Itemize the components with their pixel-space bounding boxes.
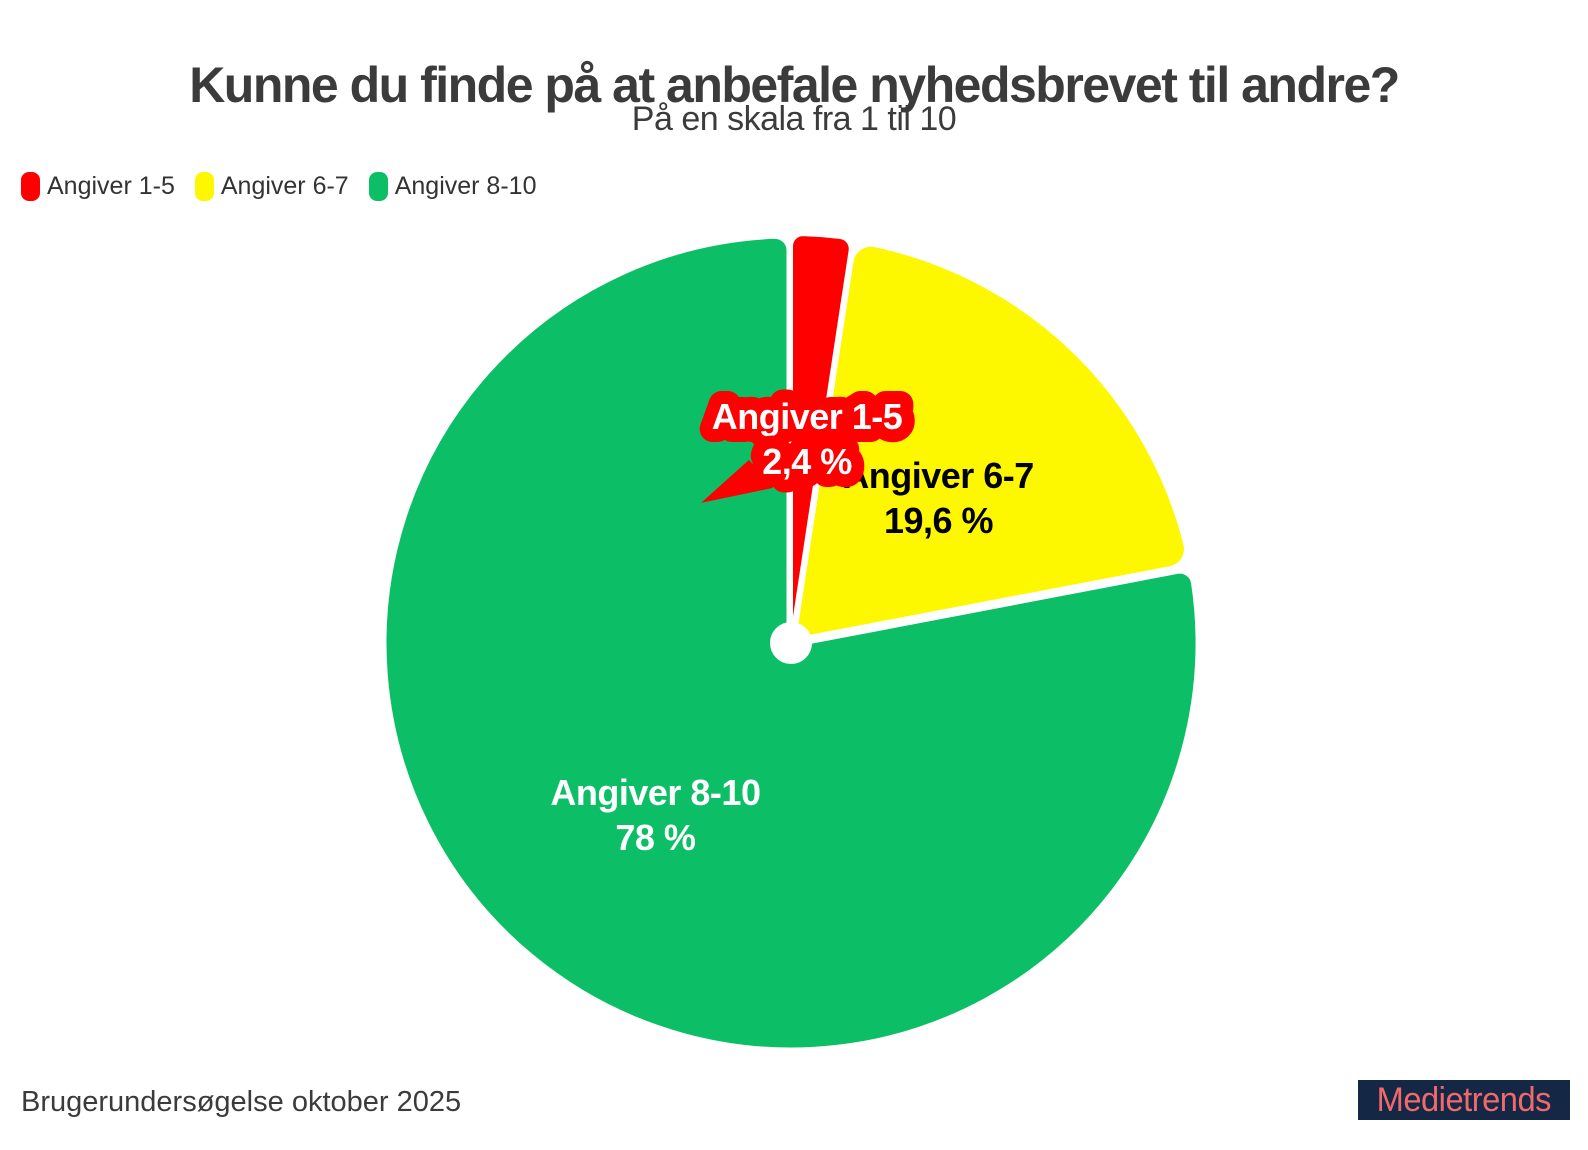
legend-label: Angiver 1-5 (47, 172, 175, 200)
chart-title: Kunne du finde på at anbefale nyhedsbrev… (189, 56, 1400, 113)
slice-value-angiver-8-10: 78 % (615, 817, 696, 858)
slice-value-angiver-6-7: 19,6 % (884, 500, 994, 541)
chart-subtitle: På en skala fra 1 til 10 (631, 100, 957, 138)
red-callout-tail (701, 459, 774, 503)
legend-swatch (368, 172, 388, 201)
slice-name-angiver-6-7: Angiver 6-7 (843, 455, 1034, 496)
slice-value-angiver-1-5: 2,4 % (762, 441, 852, 482)
medietrends-logo: Medietrends (1358, 1080, 1570, 1120)
legend-label: Angiver 8-10 (394, 172, 537, 200)
legend-item-angiver-6-7[interactable]: Angiver 6-7 (194, 172, 349, 201)
slice-name-angiver-1-5: Angiver 1-5 (712, 396, 903, 437)
legend-swatch (21, 172, 40, 201)
legend: Angiver 1-5 Angiver 6-7 Angiver 8-10 (21, 172, 536, 201)
source-note: Brugerundersøgelse oktober 2025 (21, 1086, 462, 1118)
pie-slice-angiver-6-7[interactable] (786, 237, 1193, 648)
pie-slice-angiver-1-5[interactable] (789, 232, 853, 645)
legend-item-angiver-1-5[interactable]: Angiver 1-5 (21, 172, 175, 201)
legend-item-angiver-8-10[interactable]: Angiver 8-10 (368, 172, 537, 201)
pie-center-dot (770, 622, 812, 664)
medietrends-logo-text: Medietrends (1376, 1080, 1552, 1119)
slice-name-angiver-8-10: Angiver 8-10 (550, 772, 760, 813)
legend-label: Angiver 6-7 (220, 172, 349, 200)
legend-swatch (194, 172, 214, 201)
